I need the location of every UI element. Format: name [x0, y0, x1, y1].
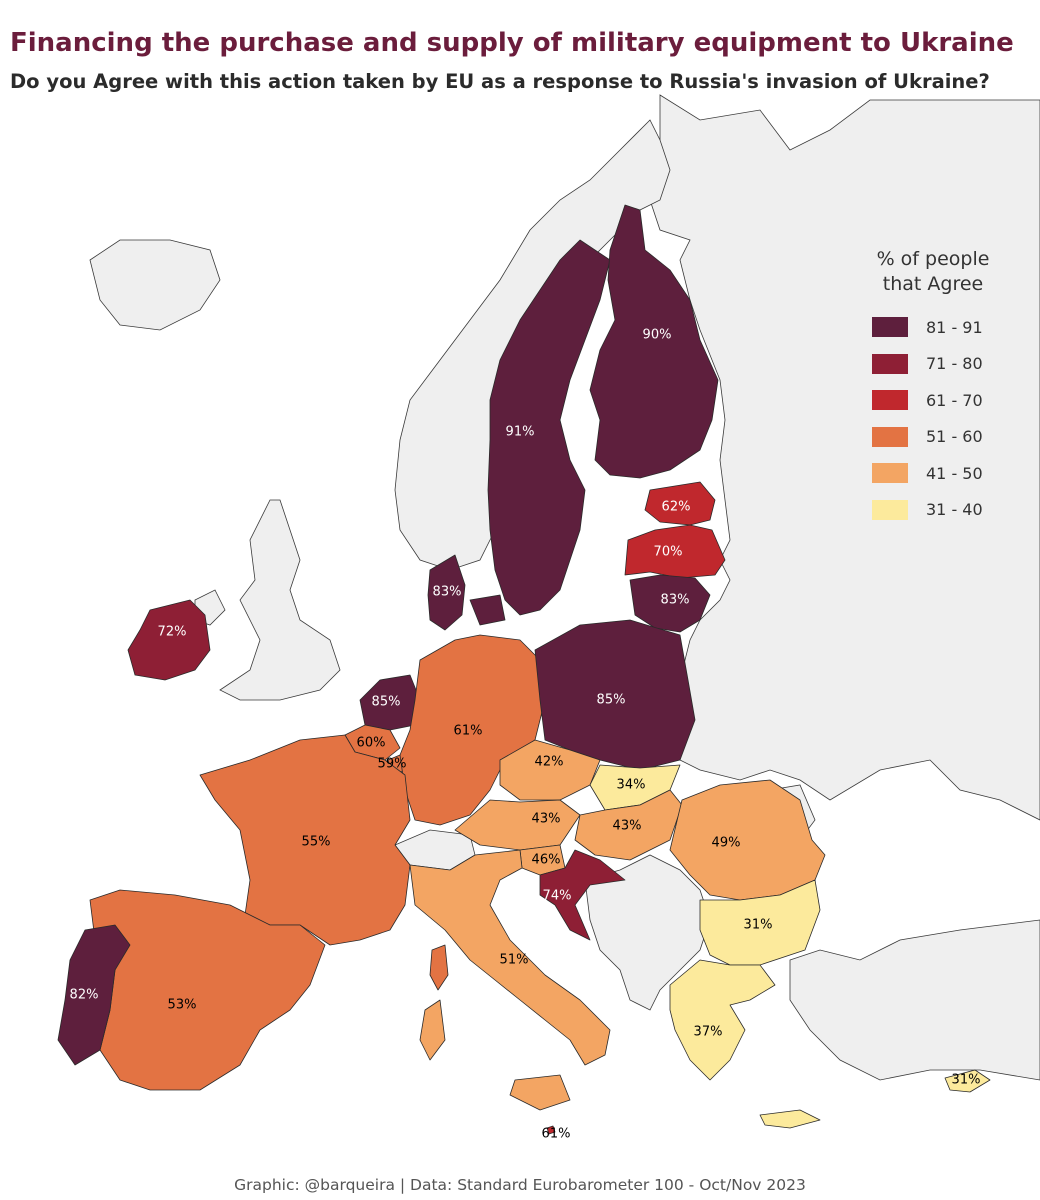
label-sweden: 91%	[506, 425, 535, 440]
legend-item: 81 - 91	[860, 309, 1030, 346]
label-malta: 61%	[542, 1127, 571, 1142]
label-lithuania: 83%	[661, 593, 690, 608]
legend-list: 81 - 91 71 - 80 61 - 70 51 - 60 41 - 50 31 - …	[860, 309, 1030, 528]
legend-label: 71 - 80	[926, 354, 983, 374]
legend-swatch	[872, 499, 908, 520]
label-latvia: 70%	[654, 545, 683, 560]
legend-label: 31 - 40	[926, 500, 983, 520]
country-germany[interactable]	[399, 634, 546, 826]
country-estonia[interactable]	[644, 481, 716, 526]
label-slovakia: 34%	[617, 778, 646, 793]
country-poland[interactable]	[534, 619, 696, 771]
legend-label: 51 - 60	[926, 427, 983, 447]
country-france-corsica[interactable]	[429, 944, 449, 991]
legend-swatch	[872, 390, 908, 411]
country-malta[interactable]	[546, 1125, 556, 1135]
label-romania: 49%	[712, 836, 741, 851]
label-greece: 37%	[694, 1025, 723, 1040]
label-slovenia: 46%	[532, 853, 561, 868]
label-belgium: 60%	[357, 736, 386, 751]
legend-label: 41 - 50	[926, 463, 983, 483]
label-portugal: 82%	[70, 988, 99, 1003]
legend-swatch	[872, 353, 908, 374]
country-croatia[interactable]	[539, 849, 626, 941]
label-croatia: 74%	[543, 889, 572, 904]
label-ireland: 72%	[158, 625, 187, 640]
member-states	[57, 204, 991, 1135]
legend-title-line1: % of people	[876, 248, 990, 270]
legend-item: 51 - 60	[860, 419, 1030, 456]
uk-land	[219, 499, 341, 701]
label-france: 55%	[302, 835, 331, 850]
turkey-land	[789, 919, 1040, 1081]
legend-swatch	[872, 463, 908, 484]
label-germany: 61%	[454, 724, 483, 739]
label-denmark: 83%	[433, 585, 462, 600]
balkans-land	[584, 854, 711, 1011]
country-denmark[interactable]	[427, 554, 506, 631]
country-bulgaria[interactable]	[699, 879, 821, 966]
iceland-land	[89, 239, 221, 331]
country-portugal[interactable]	[57, 924, 131, 1066]
label-netherlands: 85%	[372, 695, 401, 710]
non-member-land	[89, 94, 1040, 1081]
legend: % of people that Agree 81 - 91 71 - 80 61 …	[860, 247, 1030, 528]
country-greece[interactable]	[669, 959, 821, 1129]
legend-swatch	[872, 426, 908, 447]
chart-title: Financing the purchase and supply of mil…	[10, 28, 1014, 58]
source-caption: Graphic: @barqueira | Data: Standard Eur…	[234, 1176, 806, 1194]
chart-subtitle: Do you Agree with this action taken by E…	[10, 70, 990, 93]
country-france[interactable]	[199, 734, 411, 946]
legend-label: 61 - 70	[926, 390, 983, 410]
country-sweden[interactable]	[487, 239, 611, 616]
country-lithuania[interactable]	[629, 574, 711, 633]
legend-label: 81 - 91	[926, 317, 983, 337]
label-italy: 51%	[500, 953, 529, 968]
legend-swatch	[872, 317, 908, 338]
country-cyprus[interactable]	[944, 1069, 991, 1093]
label-bulgaria: 31%	[744, 918, 773, 933]
legend-item: 31 - 40	[860, 492, 1030, 529]
country-italy[interactable]	[409, 849, 611, 1111]
value-labels: 91% 90% 62% 70% 83% 83% 72% 85% 85% 61% …	[70, 328, 981, 1142]
legend-item: 71 - 80	[860, 346, 1030, 383]
country-latvia[interactable]	[624, 524, 726, 579]
label-spain: 53%	[168, 998, 197, 1013]
label-czechia: 42%	[535, 755, 564, 770]
label-austria: 43%	[532, 812, 561, 827]
label-estonia: 62%	[662, 500, 691, 515]
label-cyprus: 31%	[952, 1073, 981, 1088]
label-luxembourg: 59%	[378, 757, 407, 772]
country-finland[interactable]	[589, 204, 719, 479]
legend-item: 41 - 50	[860, 455, 1030, 492]
label-finland: 90%	[643, 328, 672, 343]
legend-title: % of people that Agree	[860, 247, 1006, 297]
legend-item: 61 - 70	[860, 382, 1030, 419]
country-hungary[interactable]	[574, 789, 683, 861]
legend-title-line2: that Agree	[882, 273, 984, 295]
country-ireland[interactable]	[127, 599, 211, 681]
label-hungary: 43%	[613, 819, 642, 834]
label-poland: 85%	[597, 693, 626, 708]
